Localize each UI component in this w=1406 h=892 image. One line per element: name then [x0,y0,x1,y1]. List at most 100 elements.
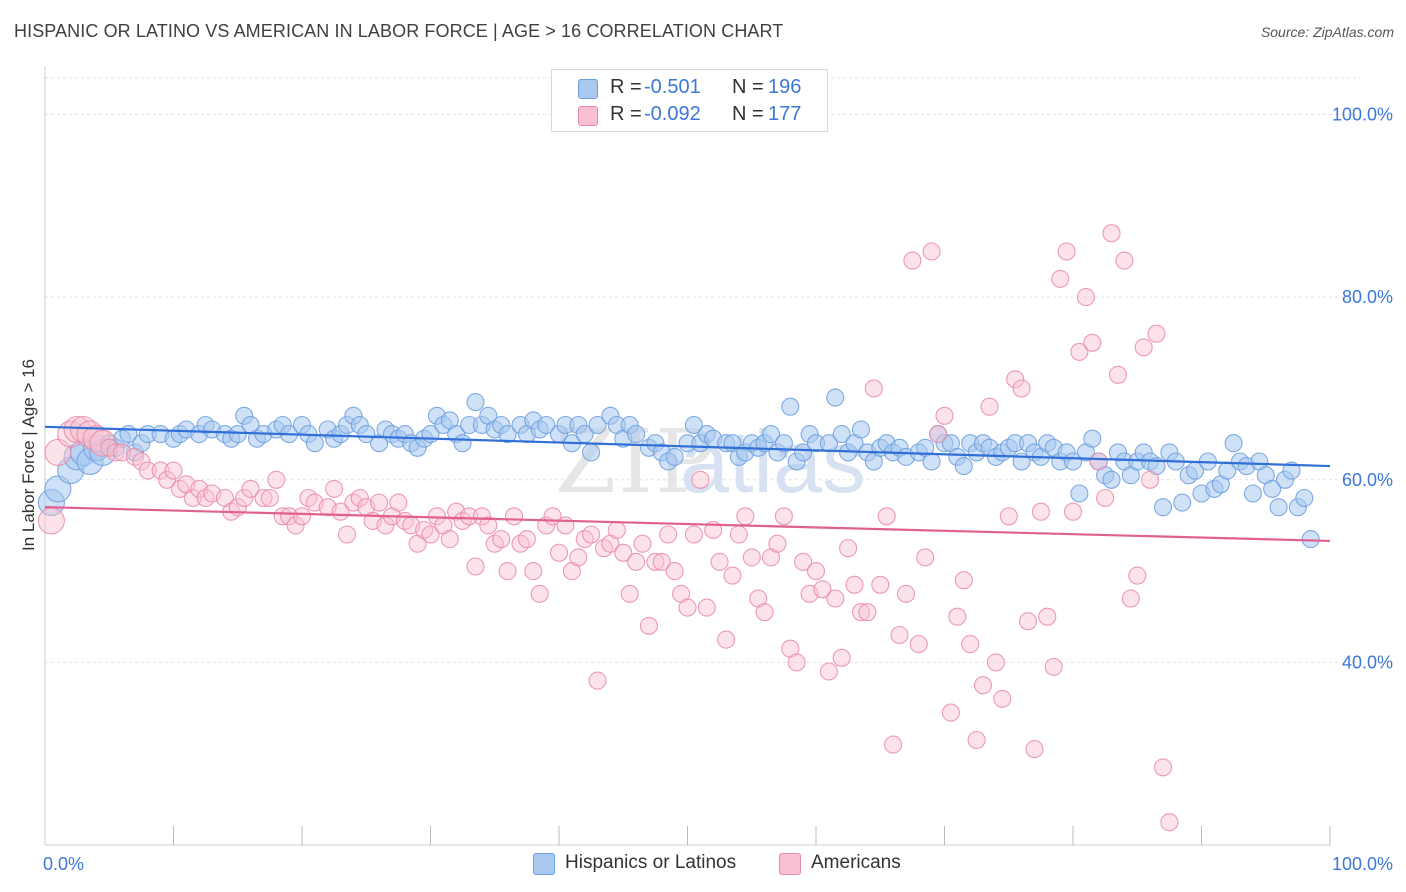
american-point [325,479,344,498]
y-axis-label: In Labor Force | Age > 16 [19,359,38,551]
american-point [479,516,498,535]
american-point [106,443,125,462]
y-tick-label: 40.0% [1342,652,1393,672]
american-point [37,507,65,535]
american-point [1102,224,1121,243]
n-value: 196 [768,76,802,98]
american-point [787,653,806,672]
hispanic-point [1282,461,1301,480]
hispanic-point [1269,498,1288,517]
american-point [794,552,813,571]
y-tick-label: 80.0% [1342,287,1393,307]
american-point [736,507,755,526]
american-point [466,557,485,576]
y-tick-labels: 40.0% 60.0% 80.0% 100.0% [1332,105,1393,673]
american-point [582,525,601,544]
american-point [742,548,761,567]
american-point [1038,607,1057,626]
hispanic-point [781,397,800,416]
x-tick-labels: 0.0% 100.0% [43,854,1393,874]
american-point [504,507,524,526]
american-point [530,584,549,603]
american-point [1057,242,1076,261]
american-point [826,589,845,608]
american-point [1115,251,1134,270]
american-point [511,534,530,553]
american-point [1025,740,1044,759]
r-label: R = [610,76,642,98]
trend-lines [44,425,1331,543]
n-label: N = [732,103,764,125]
legend-label: Hispanics or Latinos [565,852,737,873]
hispanic-point [774,434,793,453]
hispanic-point [1102,470,1121,489]
legend-swatch-american [578,106,598,126]
american-point [337,525,357,544]
american-point [916,548,935,567]
american-point [1089,452,1108,471]
american-point [967,730,986,750]
legend-swatch-hispanic [533,853,555,875]
y-tick-label: 60.0% [1342,470,1393,490]
stats-legend: R = -0.501 N = 196 R = -0.092 N = 177 [551,69,828,132]
american-point [678,598,697,617]
grid-lines [45,77,1360,663]
american-point [286,516,305,535]
american-point [851,603,871,622]
american-point [524,562,543,581]
american-points [37,224,1179,832]
american-point [498,562,517,581]
american-point [1076,288,1095,307]
american-point [633,534,652,553]
american-point [639,616,658,635]
american-point [839,539,858,558]
american-point [254,488,273,508]
american-point [350,488,369,508]
american-point [588,671,607,690]
hispanic-trend-line [44,425,1331,468]
hispanic-point [357,425,376,444]
american-point [1051,269,1070,288]
american-point [556,516,575,535]
hispanic-point [761,425,781,444]
hispanic-point [582,443,601,462]
american-point [652,552,671,571]
american-point [164,461,183,480]
american-point [183,488,202,508]
american-point [1153,758,1173,777]
hispanic-point [684,415,703,435]
hispanic-point [1263,479,1282,498]
american-point [158,470,177,489]
american-point [948,607,967,626]
source-label: Source: ZipAtlas.com [1260,24,1394,40]
american-point [1018,612,1038,631]
american-point [132,452,151,471]
american-point [389,493,408,512]
hispanic-point [537,415,556,435]
american-point [472,507,491,526]
american-point [806,562,826,581]
american-point [646,552,665,571]
american-point [517,530,536,549]
american-point [954,571,973,590]
american-point [260,488,279,508]
american-point [973,676,993,695]
american-point [549,543,569,562]
n-value: 177 [768,103,802,125]
american-point [864,379,883,398]
hispanic-point [794,443,813,462]
hispanic-point [453,434,472,453]
hispanic-point [1083,429,1102,448]
american-point [684,525,703,544]
x-tick-label-max: 100.0% [1332,854,1393,874]
american-point [723,566,742,585]
american-point [832,648,851,667]
american-point [299,488,318,508]
chart-title: HISPANIC OR LATINO VS AMERICAN IN LABOR … [14,21,784,41]
american-point [941,703,960,722]
legend-label: Americans [811,852,901,873]
american-point [627,552,646,571]
hispanic-point [665,447,684,466]
hispanic-point [826,388,845,407]
american-point [1006,370,1025,389]
